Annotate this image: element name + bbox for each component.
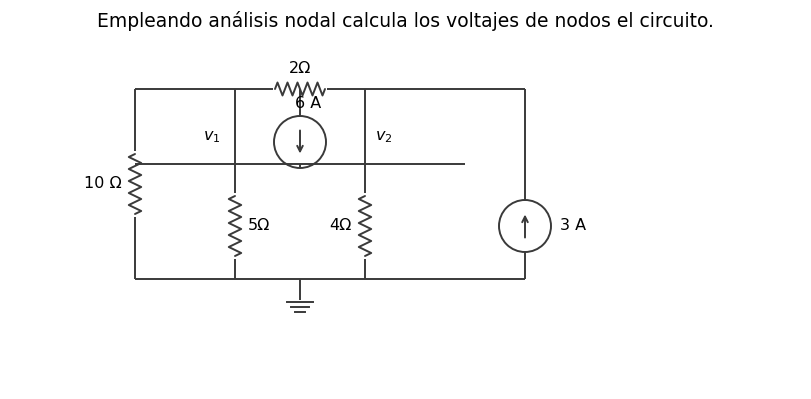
Text: 2Ω: 2Ω: [289, 61, 311, 76]
Text: $v_2$: $v_2$: [375, 129, 393, 145]
Text: 5Ω: 5Ω: [248, 219, 270, 233]
Text: Empleando análisis nodal calcula los voltajes de nodos el circuito.: Empleando análisis nodal calcula los vol…: [97, 11, 714, 31]
Text: 10 Ω: 10 Ω: [84, 176, 122, 192]
Text: $v_1$: $v_1$: [203, 129, 220, 145]
Text: 4Ω: 4Ω: [329, 219, 352, 233]
Text: 3 A: 3 A: [560, 219, 586, 233]
Text: 6 A: 6 A: [295, 96, 321, 111]
